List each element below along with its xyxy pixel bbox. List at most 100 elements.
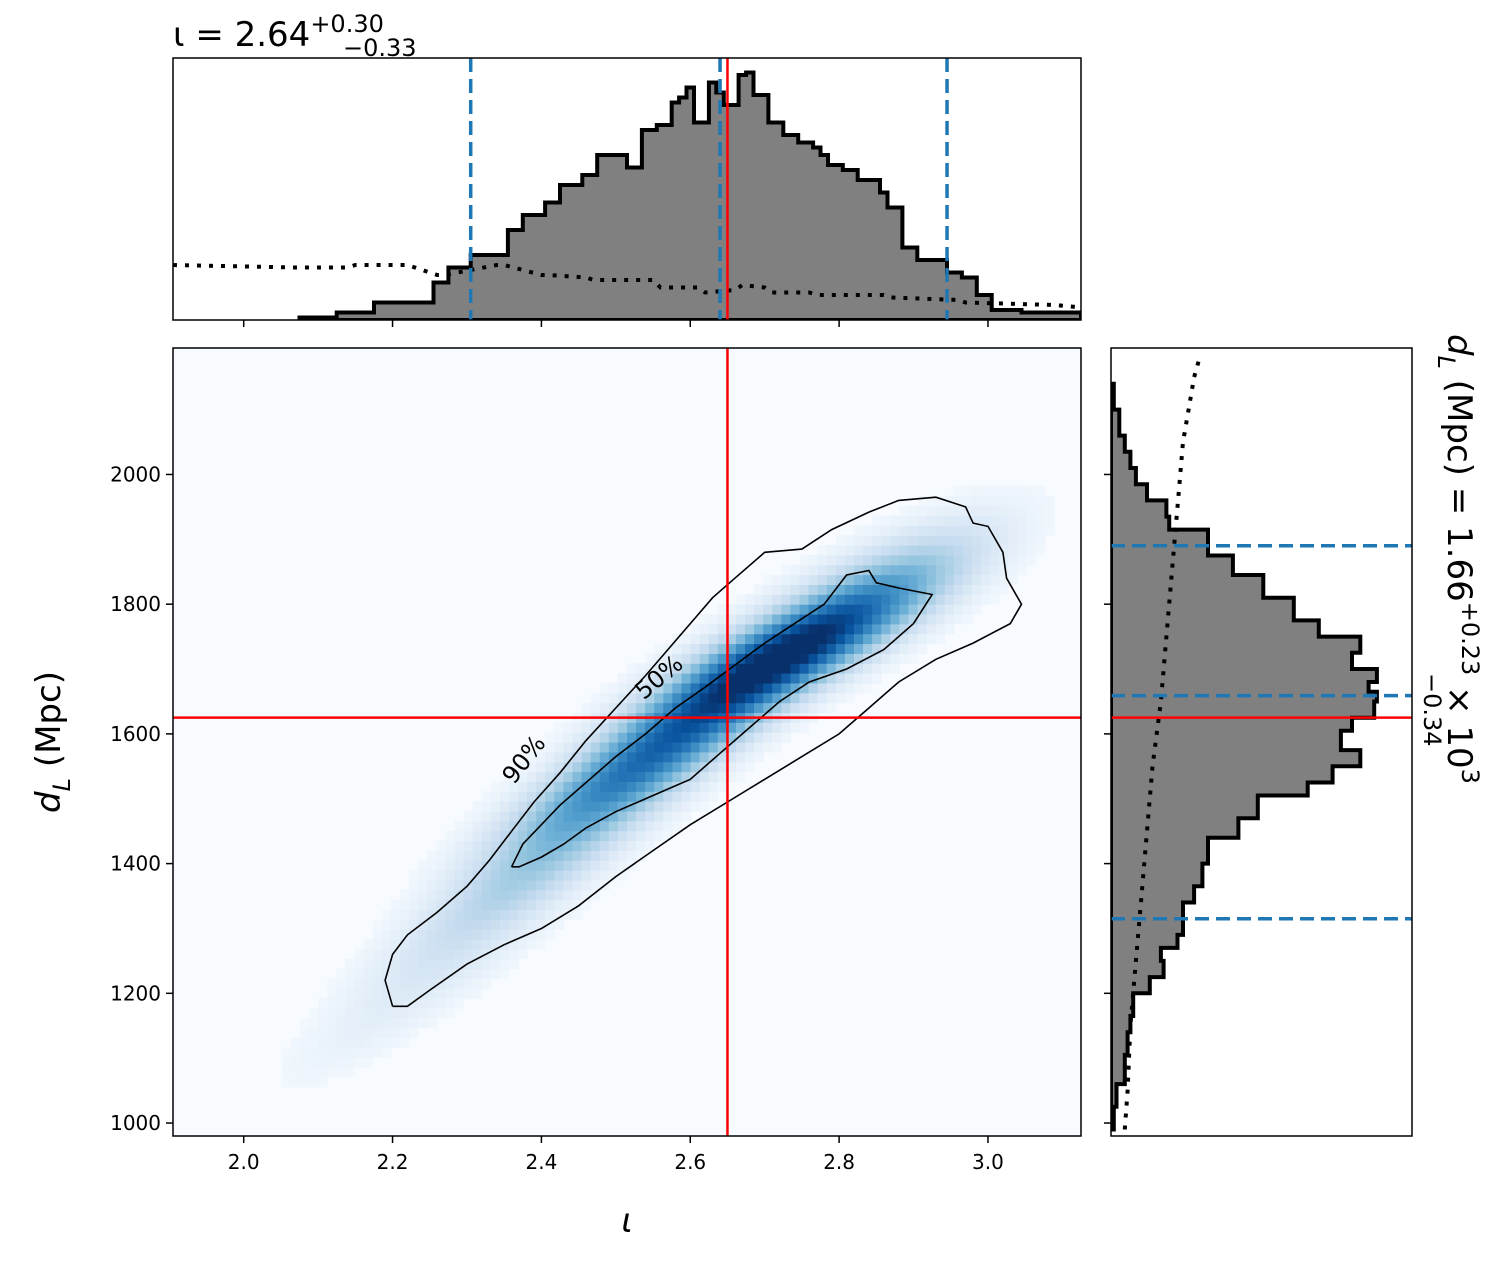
density-cell bbox=[345, 1067, 356, 1078]
density-cell bbox=[690, 761, 701, 773]
density-cell bbox=[499, 801, 510, 812]
density-cell bbox=[327, 1047, 338, 1058]
density-cell bbox=[917, 643, 928, 654]
density-cell bbox=[554, 732, 565, 743]
density-cell bbox=[681, 732, 692, 743]
density-cell bbox=[690, 653, 701, 664]
density-cell bbox=[354, 1007, 365, 1019]
density-cell bbox=[372, 968, 383, 979]
density-cell bbox=[454, 968, 465, 979]
density-cell bbox=[717, 692, 728, 704]
density-cell bbox=[627, 732, 637, 743]
density-cell bbox=[763, 623, 773, 635]
density-cell bbox=[554, 870, 565, 881]
density-cell bbox=[708, 702, 719, 714]
density-cell bbox=[572, 781, 583, 792]
density-cell bbox=[645, 840, 655, 851]
density-cell bbox=[536, 870, 546, 881]
density-cell bbox=[409, 870, 419, 881]
density-cell bbox=[291, 1057, 301, 1068]
density-cell bbox=[572, 820, 583, 832]
density-cell bbox=[663, 742, 673, 753]
density-cell bbox=[962, 554, 973, 566]
density-cell bbox=[590, 722, 601, 733]
density-cell bbox=[990, 515, 1000, 526]
density-cell bbox=[663, 771, 673, 782]
density-cell bbox=[645, 761, 655, 773]
density-cell bbox=[1044, 505, 1055, 517]
density-cell bbox=[490, 919, 501, 930]
density-cell bbox=[490, 801, 501, 812]
density-cell bbox=[472, 810, 483, 822]
density-cell bbox=[518, 830, 528, 842]
density-cell bbox=[726, 604, 737, 615]
density-cell bbox=[536, 860, 546, 871]
density-cell bbox=[981, 495, 991, 507]
density-cell bbox=[390, 948, 401, 960]
density-cell bbox=[745, 613, 755, 625]
density-cell bbox=[617, 791, 628, 802]
density-cell bbox=[400, 939, 410, 950]
density-cell bbox=[381, 958, 392, 970]
density-cell bbox=[617, 682, 628, 694]
density-cell bbox=[690, 692, 701, 704]
density-cell bbox=[935, 535, 946, 546]
density-cell bbox=[972, 505, 982, 517]
density-cell bbox=[608, 810, 619, 822]
density-cell bbox=[972, 574, 982, 585]
density-cell bbox=[490, 830, 501, 842]
density-cell bbox=[454, 870, 465, 881]
density-cell bbox=[745, 633, 755, 645]
density-cell bbox=[590, 879, 601, 891]
density-cell bbox=[427, 860, 437, 871]
density-cell bbox=[672, 682, 683, 694]
density-cell bbox=[872, 584, 882, 595]
density-cell bbox=[972, 535, 982, 546]
density-cell bbox=[554, 840, 565, 851]
density-cell bbox=[790, 722, 801, 733]
density-cell bbox=[518, 771, 528, 782]
x-axis-label: ι bbox=[621, 1201, 633, 1241]
density-cell bbox=[627, 722, 637, 733]
density-cell bbox=[1017, 545, 1028, 556]
density-cell bbox=[990, 485, 1000, 497]
density-cell bbox=[608, 870, 619, 881]
density-cell bbox=[499, 791, 510, 802]
density-cell bbox=[844, 643, 855, 654]
density-cell bbox=[418, 958, 428, 970]
density-cell bbox=[463, 850, 474, 861]
density-cell bbox=[617, 771, 628, 782]
y-tick-label: 1000 bbox=[110, 1111, 161, 1135]
density-cell bbox=[354, 978, 365, 989]
density-cell bbox=[563, 899, 574, 911]
density-cell bbox=[917, 613, 928, 625]
density-cell bbox=[363, 1047, 374, 1058]
density-cell bbox=[418, 939, 428, 950]
density-cell bbox=[872, 574, 882, 585]
density-cell bbox=[808, 692, 819, 704]
density-cell bbox=[917, 594, 928, 605]
density-cell bbox=[627, 781, 637, 792]
density-cell bbox=[1017, 525, 1028, 536]
density-cell bbox=[554, 899, 565, 911]
density-cell bbox=[772, 702, 782, 714]
density-cell bbox=[808, 633, 819, 645]
density-cell bbox=[899, 623, 910, 635]
density-cell bbox=[499, 909, 510, 920]
density-cell bbox=[745, 682, 755, 694]
density-cell bbox=[472, 879, 483, 891]
density-cell bbox=[545, 870, 555, 881]
density-cell bbox=[563, 751, 574, 763]
density-cell bbox=[835, 692, 846, 704]
density-cell bbox=[354, 1037, 365, 1048]
density-cell bbox=[663, 653, 673, 664]
density-cell bbox=[309, 1067, 319, 1078]
density-cell bbox=[309, 1076, 319, 1088]
x-marginal-ticks bbox=[242, 320, 989, 327]
density-cell bbox=[772, 623, 782, 635]
density-cell bbox=[663, 692, 673, 704]
density-cell bbox=[863, 584, 873, 595]
density-cell bbox=[817, 545, 828, 556]
density-cell bbox=[454, 879, 465, 891]
density-cell bbox=[445, 860, 456, 871]
